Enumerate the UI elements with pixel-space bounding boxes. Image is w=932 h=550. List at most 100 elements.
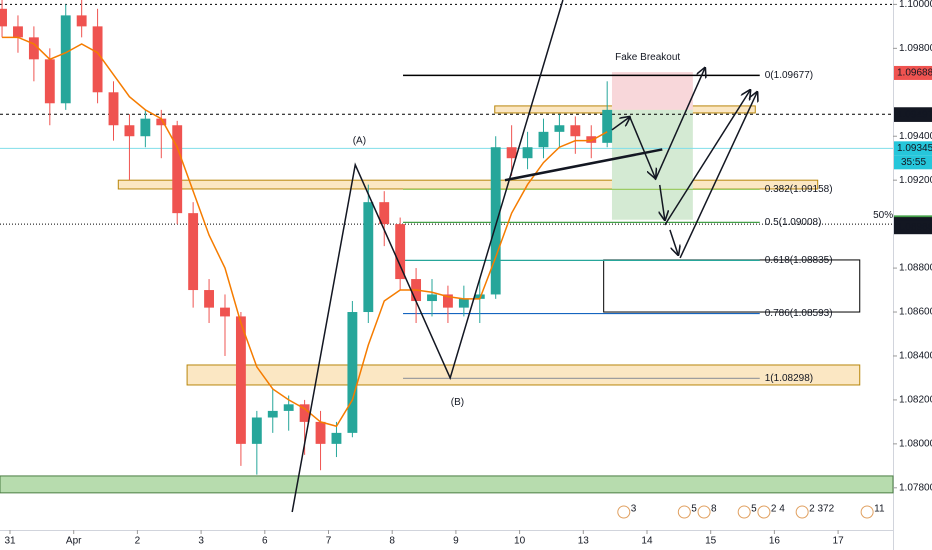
y-tick-label: 1.08800 (899, 263, 932, 274)
candle-body (347, 312, 358, 433)
x-tick-label: 15 (705, 536, 717, 547)
price-label: 1.08986 (897, 222, 932, 233)
candle-body (554, 125, 565, 132)
candle-body (315, 421, 326, 444)
fib-label: 0.618(1.08835) (765, 255, 833, 266)
event-icon (795, 505, 809, 519)
candle-body (92, 26, 103, 93)
x-tick-label: 9 (453, 536, 459, 547)
x-tick-label: 31 (4, 536, 16, 547)
event-label: 5 (751, 504, 757, 515)
candle-body (283, 404, 294, 411)
arrow (654, 68, 705, 181)
fib-label: 1(1.08298) (765, 373, 813, 384)
x-tick-label: 3 (198, 536, 204, 547)
x-tick-label: 7 (326, 536, 332, 547)
x-tick-label: 17 (833, 536, 845, 547)
event-icon (617, 505, 631, 519)
candle-body (458, 298, 469, 308)
price-label-box (894, 107, 932, 122)
candle-body (235, 316, 246, 444)
candle-body (108, 92, 119, 126)
price-label-box (894, 141, 932, 156)
y-tick-label: 1.09400 (899, 131, 932, 142)
event-label: 8 (711, 504, 717, 515)
price-label: 1.09688 (897, 68, 932, 79)
price-label-box (894, 220, 932, 235)
fib-label: 0(1.09677) (765, 70, 813, 81)
candle-body (331, 432, 342, 444)
candle-body (188, 213, 199, 291)
candle-body (140, 118, 151, 137)
y-tick-label: 1.09200 (899, 175, 932, 186)
candle-body (156, 118, 167, 126)
event-icon (860, 505, 874, 519)
y-tick-label: 1.08400 (899, 351, 932, 362)
arrow (611, 117, 630, 131)
candle-body (490, 147, 501, 295)
candle-body (363, 202, 374, 313)
candle-body (442, 294, 453, 308)
price-label-box (894, 65, 932, 80)
arrow (629, 116, 655, 178)
candle-body (28, 37, 39, 60)
zone (603, 259, 861, 313)
event-label: 11 (874, 504, 885, 515)
trend-line (504, 148, 663, 182)
annotation: 50% (873, 210, 893, 221)
candle-body (474, 294, 485, 299)
countdown-box (894, 155, 932, 170)
candle-body (13, 26, 23, 38)
y-tick-label: 1.08000 (899, 439, 932, 450)
arrow (660, 184, 665, 220)
annotation: (B) (451, 397, 464, 408)
candle-body (220, 307, 230, 317)
candle-body (44, 59, 55, 104)
event-icon (677, 505, 691, 519)
candle-body (395, 224, 406, 280)
candle-body (204, 290, 214, 308)
x-tick-label: 6 (262, 536, 268, 547)
y-tick-label: 1.08200 (899, 395, 932, 406)
candle-body (76, 15, 87, 27)
zone (611, 72, 693, 110)
candle-body (0, 8, 7, 27)
fib-label: 0.5(1.09008) (765, 217, 822, 228)
candle-body (586, 136, 597, 143)
x-tick-label: 8 (389, 536, 395, 547)
x-tick-label: Apr (66, 536, 82, 547)
candle-body (506, 147, 517, 159)
zone (611, 109, 693, 220)
price-label: 1.09497 (897, 110, 932, 121)
candle-body (299, 404, 310, 422)
annotation: (A) (353, 135, 366, 146)
candle-body (570, 125, 581, 137)
moving-average (2, 36, 608, 428)
arrow (669, 229, 678, 255)
x-tick-label: 2 (135, 536, 141, 547)
candle-body (522, 147, 533, 159)
countdown: 35:55 (901, 157, 926, 168)
y-tick-label: 1.10000 (899, 0, 932, 10)
candle-body (124, 125, 135, 137)
event-label: 2 4 (771, 504, 785, 515)
price-label: 1.09345 (897, 143, 932, 154)
event-label: 5 (691, 504, 697, 515)
event-icon (737, 505, 751, 519)
candle-body (538, 131, 549, 148)
event-label: 2 372 (809, 504, 834, 515)
candle-body (172, 125, 183, 214)
x-tick-label: 14 (641, 536, 653, 547)
event-icon (757, 505, 771, 519)
x-tick-label: 16 (769, 536, 781, 547)
candle-body (602, 109, 613, 143)
y-tick-label: 1.09800 (899, 43, 932, 54)
event-icon (697, 505, 711, 519)
event-label: 3 (631, 504, 637, 515)
candle-body (379, 202, 390, 225)
candle-body (60, 15, 71, 104)
candle-body (251, 417, 262, 444)
x-tick-label: 13 (578, 536, 590, 547)
annotation: Fake Breakout (615, 52, 680, 63)
